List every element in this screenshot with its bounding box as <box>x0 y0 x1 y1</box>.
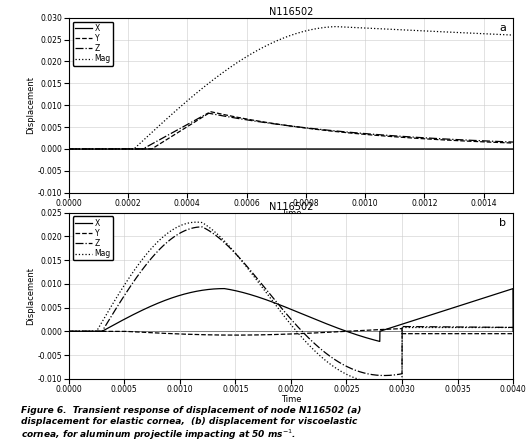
Mag <box>453 30 460 35</box>
Mag <box>66 146 72 152</box>
X <box>454 304 460 309</box>
Mag <box>501 325 508 330</box>
Mag <box>116 146 123 152</box>
Line: Y: Y <box>69 329 513 335</box>
X <box>66 329 72 334</box>
Z <box>381 373 387 378</box>
Mag <box>66 329 72 334</box>
Y <box>236 115 242 120</box>
Y-axis label: Displacement: Displacement <box>26 267 35 325</box>
X <box>510 329 516 334</box>
Z <box>510 140 516 145</box>
Mag <box>116 290 123 295</box>
Z <box>66 329 72 334</box>
Line: X: X <box>69 288 513 342</box>
Y <box>501 331 508 336</box>
Legend: X, Y, Z, Mag: X, Y, Z, Mag <box>72 217 113 260</box>
Mag <box>256 47 262 52</box>
Title: N116502: N116502 <box>269 202 313 212</box>
Y <box>236 332 242 338</box>
X <box>236 146 242 152</box>
Mag <box>256 280 262 285</box>
X <box>143 146 149 152</box>
Z <box>501 325 508 330</box>
Z <box>143 145 149 150</box>
Y <box>116 146 123 152</box>
Y <box>256 118 262 124</box>
Y <box>453 138 460 143</box>
Z <box>256 277 262 283</box>
Text: Figure 6.  Transient response of displacement of node N116502 (a)
displacement f: Figure 6. Transient response of displace… <box>21 406 361 442</box>
X <box>256 295 262 300</box>
Y <box>454 331 460 336</box>
Line: Z: Z <box>69 227 513 376</box>
Mag <box>510 32 516 38</box>
Y <box>399 326 405 331</box>
X <box>501 289 508 294</box>
X <box>116 319 123 325</box>
X <box>501 146 507 152</box>
Y-axis label: Displacement: Displacement <box>26 76 35 134</box>
Z <box>236 116 242 121</box>
Z <box>256 119 262 124</box>
Y <box>510 140 516 146</box>
Mag <box>143 253 149 258</box>
Z <box>116 300 123 306</box>
Y <box>256 332 262 338</box>
X <box>377 339 383 344</box>
X-axis label: Time: Time <box>281 210 301 218</box>
Mag <box>501 32 508 37</box>
Mag <box>332 24 339 29</box>
Line: Y: Y <box>69 112 513 149</box>
Line: Mag: Mag <box>69 27 513 149</box>
Z <box>510 325 516 330</box>
Z <box>454 324 460 330</box>
Line: Mag: Mag <box>69 222 513 383</box>
Y <box>232 332 239 338</box>
X <box>116 146 123 152</box>
Z <box>66 146 72 152</box>
Mag <box>236 255 242 260</box>
X <box>256 146 262 152</box>
Z <box>116 146 123 152</box>
Mag <box>236 58 242 64</box>
X <box>510 146 516 152</box>
Y <box>208 109 214 114</box>
Y <box>501 140 508 145</box>
Z <box>501 139 508 144</box>
Y <box>510 331 516 336</box>
Y <box>143 330 149 335</box>
X <box>143 306 149 311</box>
Mag <box>454 325 460 330</box>
Text: b: b <box>499 218 506 228</box>
Y <box>143 146 149 152</box>
Z <box>236 255 242 260</box>
Legend: X, Y, Z, Mag: X, Y, Z, Mag <box>72 22 113 66</box>
Mag <box>377 380 384 385</box>
Mag <box>510 325 516 330</box>
Mag <box>193 219 199 225</box>
Text: a: a <box>499 23 506 33</box>
X <box>453 146 460 152</box>
Y <box>66 329 72 334</box>
X <box>221 286 227 291</box>
X <box>236 289 242 294</box>
Y <box>66 146 72 152</box>
X <box>66 146 72 152</box>
Title: N116502: N116502 <box>269 7 313 17</box>
Z <box>453 137 460 142</box>
Z <box>199 224 205 229</box>
X-axis label: Time: Time <box>281 396 301 404</box>
Z <box>143 262 149 268</box>
Z <box>205 110 211 116</box>
Y <box>116 329 123 334</box>
Mag <box>143 135 149 140</box>
Line: Z: Z <box>69 113 513 149</box>
